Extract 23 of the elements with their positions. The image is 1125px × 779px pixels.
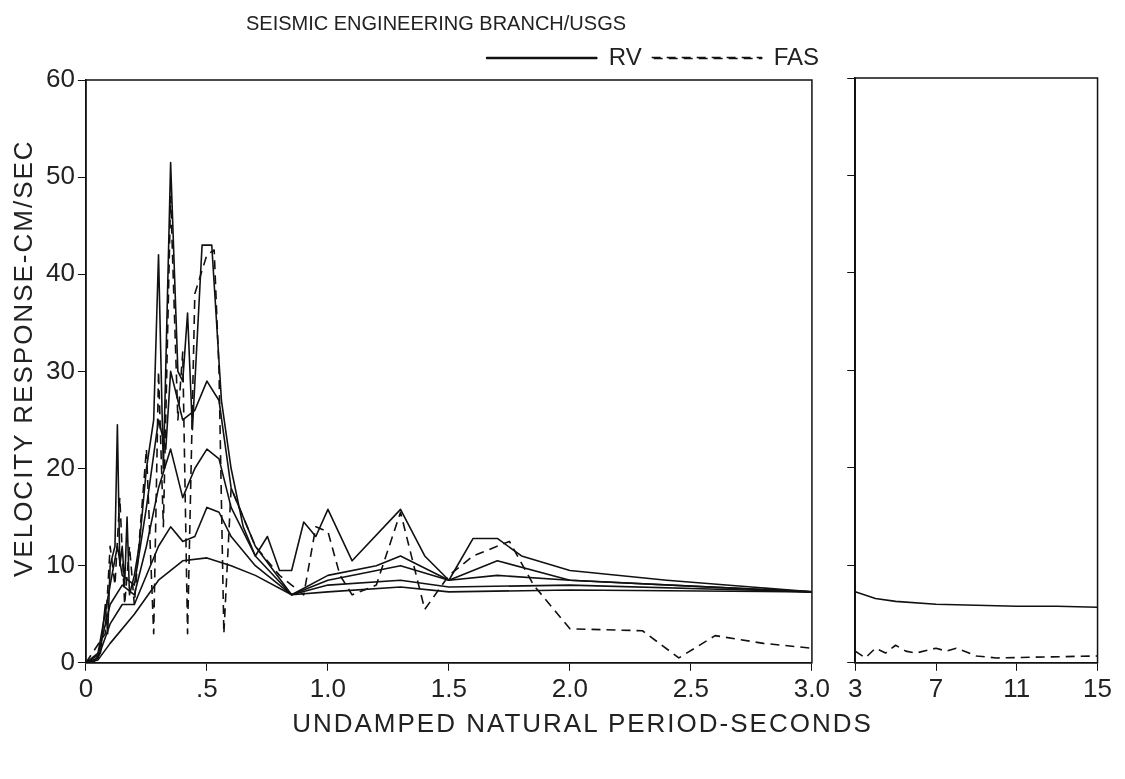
y-tick-label: 40	[46, 257, 75, 288]
x-tick-label: 2.0	[551, 672, 588, 703]
x-tick-label: 3	[848, 672, 863, 703]
x-tick-label: 7	[928, 672, 944, 703]
x-tick-label: 15	[1083, 672, 1112, 703]
y-tick-label: 0	[60, 645, 75, 676]
x-tick-label: 11	[1003, 672, 1031, 703]
y-tick-label: 10	[46, 548, 75, 579]
x-axis-title: UNDAMPED NATURAL PERIOD-SECONDS	[291, 708, 874, 739]
y-tick-label: 50	[46, 160, 75, 191]
x-tick-label: .5	[196, 672, 218, 703]
legend-label: FAS	[773, 42, 820, 70]
legend-label: RV	[608, 42, 642, 70]
chart-title: SEISMIC ENGINEERING BRANCH/USGS	[245, 11, 627, 34]
x-tick-label: 1.5	[430, 672, 467, 703]
x-tick-label: 1.0	[309, 672, 346, 703]
x-tick-label: 0	[78, 672, 94, 703]
y-tick-label: 20	[46, 451, 75, 482]
y-tick-label: 60	[46, 63, 75, 94]
y-tick-label: 30	[46, 354, 75, 385]
x-tick-label: 2.5	[672, 672, 709, 703]
y-axis-title: VELOCITY RESPONSE-CM/SEC	[8, 138, 39, 579]
x-tick-label: 3.0	[793, 672, 831, 703]
